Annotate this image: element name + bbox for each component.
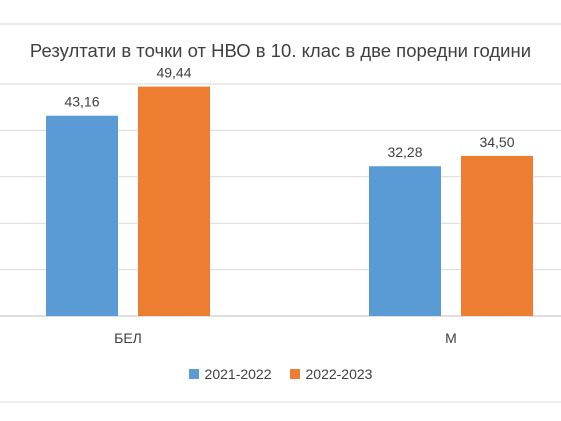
chart-title: Резултати в точки от НВО в 10. клас в дв…: [29, 40, 532, 61]
bar-2-1: [138, 86, 210, 317]
data-label-1-1: 43,16: [64, 94, 99, 110]
legend-swatch-series-1: [188, 369, 199, 379]
legend-swatch-series-2: [289, 369, 300, 379]
legend-label-series-1: 2021-2022: [204, 366, 272, 382]
data-label-2-1: 49,44: [156, 65, 191, 81]
data-label-1-2: 32,28: [387, 144, 422, 160]
legend-item-series-1: 2021-2022: [188, 366, 272, 382]
legend: 2021-2022 2022-2023: [0, 366, 561, 382]
x-tick-label: М: [445, 330, 457, 346]
bar-1-1: [46, 115, 118, 316]
legend-item-series-2: 2022-2023: [289, 366, 373, 382]
legend-label-series-2: 2022-2023: [305, 366, 373, 382]
data-label-2-2: 34,50: [479, 134, 514, 150]
bar-1-2: [369, 166, 441, 316]
bar-2-2: [461, 155, 533, 316]
x-tick-label: БЕЛ: [114, 330, 142, 346]
